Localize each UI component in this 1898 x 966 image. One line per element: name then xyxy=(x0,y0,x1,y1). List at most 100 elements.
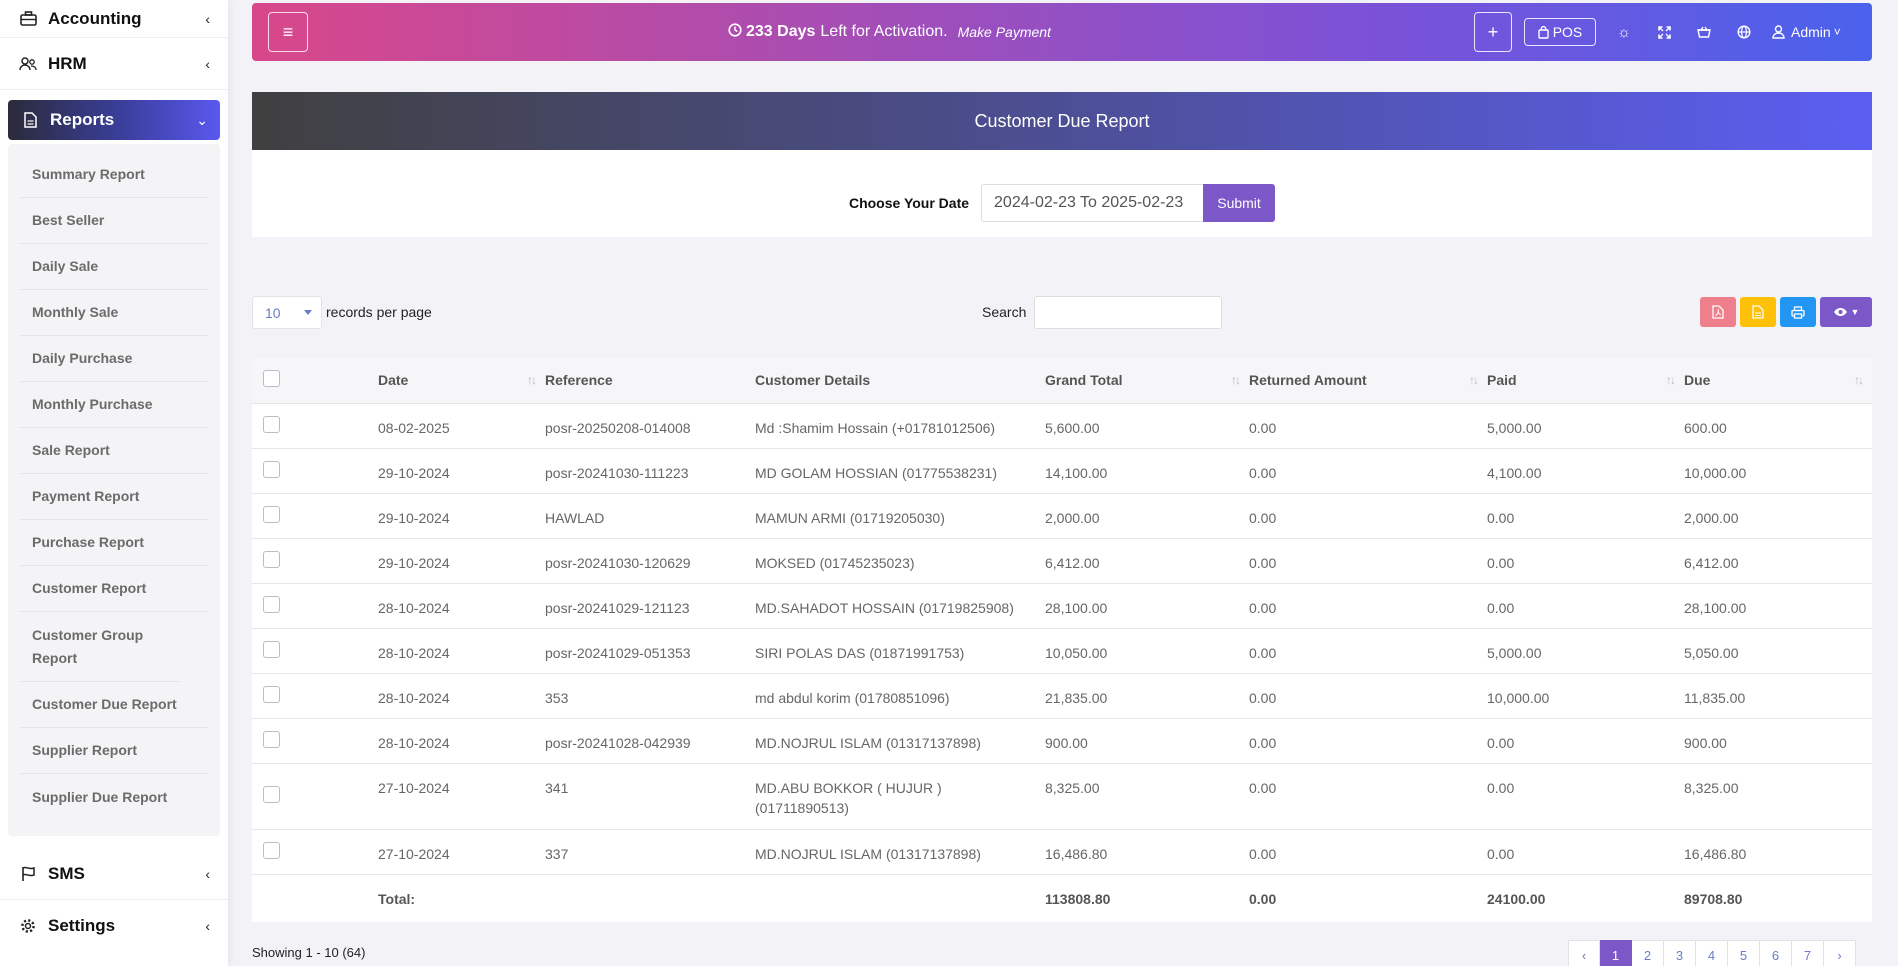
total-returned: 0.00 xyxy=(1249,890,1277,907)
sun-icon[interactable]: ☼ xyxy=(1617,23,1631,41)
print-button[interactable] xyxy=(1780,297,1816,327)
pagination-page-3[interactable]: 3 xyxy=(1664,940,1696,966)
basket-icon[interactable] xyxy=(1692,20,1716,44)
search-label: Search xyxy=(982,304,1027,320)
select-all-checkbox[interactable] xyxy=(263,370,280,388)
cell-due: 900.00 xyxy=(1684,718,1872,764)
column-header-grand-total[interactable]: Grand Total ↑↓ xyxy=(1045,358,1249,404)
cell-reference: posr-20241029-121123 xyxy=(545,583,755,629)
menu-toggle-button[interactable]: ≡ xyxy=(268,12,308,52)
sidebar-item-supplier-due-report[interactable]: Supplier Due Report xyxy=(32,788,168,805)
total-grand-total: 113808.80 xyxy=(1045,890,1111,907)
cell-grand-total: 8,325.00 xyxy=(1045,763,1249,830)
cell-reference: 341 xyxy=(545,763,755,830)
row-checkbox[interactable] xyxy=(263,730,280,748)
row-checkbox[interactable] xyxy=(263,550,280,568)
pagination-page-1[interactable]: 1 xyxy=(1600,940,1632,966)
pagination-page-7[interactable]: 7 xyxy=(1792,940,1824,966)
export-pdf-button[interactable] xyxy=(1700,297,1736,327)
sidebar-item-best-seller[interactable]: Best Seller xyxy=(20,198,208,244)
cell-customer: MD.NOJRUL ISLAM (01317137898) xyxy=(755,718,1045,764)
chevron-left-icon: ‹ xyxy=(205,10,210,27)
sidebar-item-customer-group-report[interactable]: Customer Group Report xyxy=(20,612,180,682)
sidebar-item-supplier-report[interactable]: Supplier Report xyxy=(20,728,208,774)
sidebar-item-settings[interactable]: Settings ‹ xyxy=(0,900,228,952)
column-header-label: Paid xyxy=(1487,372,1517,389)
column-header-paid[interactable]: Paid ↑↓ xyxy=(1487,358,1684,404)
sidebar-item-monthly-purchase[interactable]: Monthly Purchase xyxy=(20,382,208,428)
report-filter-card: Customer Due Report Choose Your Date 202… xyxy=(252,92,1872,237)
sidebar-item-reports[interactable]: Reports ⌄ xyxy=(8,100,220,140)
row-checkbox[interactable] xyxy=(263,785,280,803)
row-checkbox[interactable] xyxy=(263,640,280,658)
cell-date: 28-10-2024 xyxy=(378,718,545,764)
row-checkbox[interactable] xyxy=(263,415,280,433)
search-input[interactable] xyxy=(1034,296,1222,329)
sidebar-item-sms[interactable]: SMS ‹ xyxy=(0,848,228,900)
pagination-page-6[interactable]: 6 xyxy=(1760,940,1792,966)
sidebar-item-hrm[interactable]: HRM ‹ xyxy=(0,38,228,90)
sidebar-item-purchase-report[interactable]: Purchase Report xyxy=(20,520,208,566)
file-pdf-icon xyxy=(1712,305,1724,319)
sidebar: Accounting ‹ HRM ‹ Reports ⌄ Summary Rep… xyxy=(0,0,228,966)
row-checkbox[interactable] xyxy=(263,595,280,613)
table-body: 08-02-2025 posr-20250208-014008 Md :Sham… xyxy=(252,403,1872,919)
export-csv-button[interactable] xyxy=(1740,297,1776,327)
cell-due: 16,486.80 xyxy=(1684,829,1872,875)
sidebar-item-summary-report[interactable]: Summary Report xyxy=(20,152,208,198)
column-visibility-button[interactable]: ▼ xyxy=(1820,297,1872,327)
pagination-page-5[interactable]: 5 xyxy=(1728,940,1760,966)
date-range-input[interactable]: 2024-02-23 To 2025-02-23 xyxy=(981,184,1204,222)
column-header-reference[interactable]: Reference xyxy=(545,358,755,404)
column-header-due[interactable]: Due ↑↓ xyxy=(1684,358,1872,404)
cell-due: 2,000.00 xyxy=(1684,493,1872,539)
globe-icon[interactable] xyxy=(1732,20,1756,44)
column-header-customer-details[interactable]: Customer Details xyxy=(755,358,1045,404)
pagination-prev[interactable]: ‹ xyxy=(1568,940,1600,966)
chevron-left-icon: ‹ xyxy=(205,918,210,934)
sort-icon: ↑↓ xyxy=(1469,373,1479,387)
cell-grand-total: 14,100.00 xyxy=(1045,448,1249,494)
submit-button[interactable]: Submit xyxy=(1203,184,1276,222)
sidebar-item-monthly-sale[interactable]: Monthly Sale xyxy=(20,290,208,336)
admin-dropdown[interactable]: Admin ˅ xyxy=(1772,3,1841,61)
cell-paid: 10,000.00 xyxy=(1487,673,1684,719)
records-per-page-select[interactable]: 10 xyxy=(252,296,322,329)
sidebar-item-daily-purchase[interactable]: Daily Purchase xyxy=(20,336,208,382)
column-header-returned-amount[interactable]: Returned Amount ↑↓ xyxy=(1249,358,1487,404)
sidebar-item-daily-sale[interactable]: Daily Sale xyxy=(20,244,208,290)
due-report-table: Date ↑↓ Reference Customer Details Grand … xyxy=(252,358,1872,919)
activation-days: 233 Days xyxy=(746,23,816,40)
cell-paid: 4,100.00 xyxy=(1487,448,1684,494)
make-payment-link[interactable]: Make Payment xyxy=(957,24,1051,40)
row-checkbox[interactable] xyxy=(263,685,280,703)
row-checkbox[interactable] xyxy=(263,505,280,523)
pagination-page-4[interactable]: 4 xyxy=(1696,940,1728,966)
sidebar-label-hrm: HRM xyxy=(48,53,87,73)
add-new-button[interactable]: + xyxy=(1474,12,1512,52)
pagination-page-2[interactable]: 2 xyxy=(1632,940,1664,966)
admin-label: Admin xyxy=(1791,24,1831,40)
cell-customer: MD.ABU BOKKOR ( HUJUR ) (01711890513) xyxy=(755,763,1045,830)
cell-reference: posr-20241029-051353 xyxy=(545,628,755,674)
row-checkbox[interactable] xyxy=(263,460,280,478)
hamburger-icon: ≡ xyxy=(282,21,294,42)
column-header-date[interactable]: Date ↑↓ xyxy=(378,358,545,404)
expand-icon[interactable] xyxy=(1652,20,1676,44)
pagination-next[interactable]: › xyxy=(1824,940,1856,966)
sidebar-item-customer-report[interactable]: Customer Report xyxy=(20,566,208,612)
sidebar-item-sale-report[interactable]: Sale Report xyxy=(20,428,208,474)
sidebar-item-customer-due-report[interactable]: Customer Due Report xyxy=(20,682,208,728)
cell-customer: MD.SAHADOT HOSSAIN (01719825908) xyxy=(755,583,1045,629)
sidebar-item-accounting[interactable]: Accounting ‹ xyxy=(0,0,228,38)
row-checkbox[interactable] xyxy=(263,841,280,859)
table-row: 29-10-2024 HAWLAD MAMUN ARMI (0171920503… xyxy=(252,493,1872,539)
pos-button[interactable]: POS xyxy=(1524,18,1596,46)
sidebar-label-settings: Settings xyxy=(48,916,116,935)
cell-customer: SIRI POLAS DAS (01871991753) xyxy=(755,628,1045,674)
column-header-label: Reference xyxy=(545,372,613,389)
cell-reference: posr-20241030-111223 xyxy=(545,448,755,494)
cell-grand-total: 6,412.00 xyxy=(1045,538,1249,584)
cell-returned: 0.00 xyxy=(1249,673,1487,719)
sidebar-item-payment-report[interactable]: Payment Report xyxy=(20,474,208,520)
